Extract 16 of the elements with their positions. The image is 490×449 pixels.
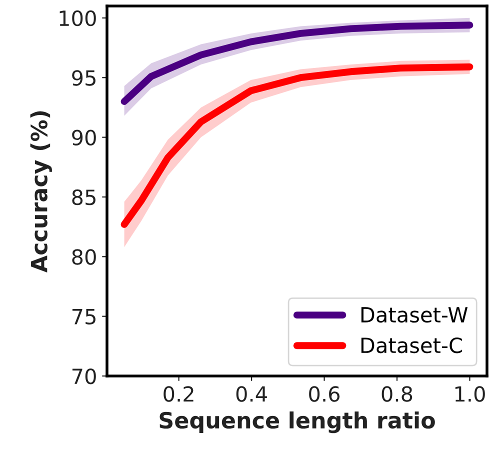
legend-label: Dataset-C bbox=[361, 337, 462, 354]
y-tick-label: 75 bbox=[72, 309, 96, 325]
y-tick-label: 95 bbox=[72, 70, 96, 86]
x-tick-label: 0.2 bbox=[164, 386, 194, 402]
x-tick-label: 0.4 bbox=[236, 386, 267, 402]
x-tick-label: 0.6 bbox=[309, 386, 340, 402]
legend-label: Dataset-W bbox=[361, 307, 468, 323]
y-tick-label: 85 bbox=[72, 189, 96, 206]
x-tick-label: 1.0 bbox=[455, 386, 485, 402]
x-axis-title: Sequence length ratio bbox=[160, 411, 435, 434]
y-tick-label: 80 bbox=[72, 249, 96, 265]
y-tick-label: 100 bbox=[60, 10, 96, 26]
y-tick-label: 90 bbox=[72, 130, 96, 146]
y-tick-label: 70 bbox=[72, 368, 96, 384]
x-tick-label: 0.8 bbox=[382, 386, 412, 402]
y-axis-title: Accuracy (%) bbox=[30, 111, 52, 273]
